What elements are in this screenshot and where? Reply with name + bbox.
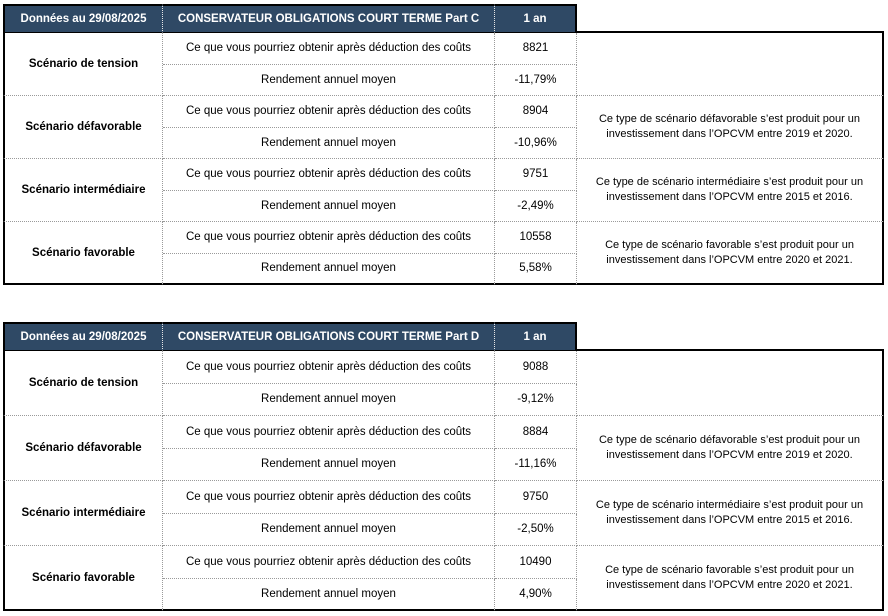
scenario-note-tension	[577, 351, 884, 416]
scenario-value: 8821	[495, 33, 577, 65]
row-label-return: Rendement annuel moyen	[163, 383, 495, 416]
scenario-note-tension	[577, 33, 884, 96]
header-fund-name: CONSERVATEUR OBLIGATIONS COURT TERME Par…	[163, 4, 495, 33]
row-label-value: Ce que vous pourriez obtenir après déduc…	[163, 416, 495, 449]
header-date: Données au 29/08/2025	[3, 322, 163, 351]
row-label-return: Rendement annuel moyen	[163, 190, 495, 222]
row-label-value: Ce que vous pourriez obtenir après déduc…	[163, 351, 495, 384]
scenario-return: -11,16%	[495, 448, 577, 481]
header-spacer	[577, 4, 884, 33]
row-label-return: Rendement annuel moyen	[163, 578, 495, 611]
scenario-note-favorable: Ce type de scénario favorable s’est prod…	[577, 222, 884, 285]
header-fund-name: CONSERVATEUR OBLIGATIONS COURT TERME Par…	[163, 322, 495, 351]
scenario-table-part-c: Données au 29/08/2025 CONSERVATEUR OBLIG…	[3, 4, 884, 285]
row-label-value: Ce que vous pourriez obtenir après déduc…	[163, 96, 495, 128]
scenario-note-defavorable: Ce type de scénario défavorable s’est pr…	[577, 96, 884, 159]
scenario-return: -2,50%	[495, 513, 577, 546]
row-label-return: Rendement annuel moyen	[163, 127, 495, 159]
row-label-value: Ce que vous pourriez obtenir après déduc…	[163, 33, 495, 65]
scenario-value: 10558	[495, 222, 577, 254]
header-date: Données au 29/08/2025	[3, 4, 163, 33]
scenario-note-favorable: Ce type de scénario favorable s’est prod…	[577, 546, 884, 611]
scenario-return: -10,96%	[495, 127, 577, 159]
scenario-value: 8904	[495, 96, 577, 128]
scenario-name-tension: Scénario de tension	[3, 33, 163, 96]
scenario-value: 8884	[495, 416, 577, 449]
scenario-note-intermediaire: Ce type de scénario intermédiaire s’est …	[577, 481, 884, 546]
scenario-return: -9,12%	[495, 383, 577, 416]
row-label-return: Rendement annuel moyen	[163, 448, 495, 481]
row-label-return: Rendement annuel moyen	[163, 513, 495, 546]
header-spacer	[577, 322, 884, 351]
row-label-value: Ce que vous pourriez obtenir après déduc…	[163, 481, 495, 514]
scenario-note-defavorable: Ce type de scénario défavorable s’est pr…	[577, 416, 884, 481]
scenario-return: 5,58%	[495, 253, 577, 285]
scenario-return: -11,79%	[495, 64, 577, 96]
scenario-name-defavorable: Scénario défavorable	[3, 96, 163, 159]
scenario-return: -2,49%	[495, 190, 577, 222]
header-period: 1 an	[495, 322, 577, 351]
scenario-value: 9750	[495, 481, 577, 514]
row-label-value: Ce que vous pourriez obtenir après déduc…	[163, 222, 495, 254]
scenario-name-defavorable: Scénario défavorable	[3, 416, 163, 481]
scenario-table-part-d: Données au 29/08/2025 CONSERVATEUR OBLIG…	[3, 322, 884, 611]
scenario-note-intermediaire: Ce type de scénario intermédiaire s’est …	[577, 159, 884, 222]
scenario-name-intermediaire: Scénario intermédiaire	[3, 481, 163, 546]
scenario-value: 10490	[495, 546, 577, 579]
scenario-name-tension: Scénario de tension	[3, 351, 163, 416]
row-label-value: Ce que vous pourriez obtenir après déduc…	[163, 159, 495, 191]
header-period: 1 an	[495, 4, 577, 33]
row-label-return: Rendement annuel moyen	[163, 64, 495, 96]
row-label-value: Ce que vous pourriez obtenir après déduc…	[163, 546, 495, 579]
scenario-name-favorable: Scénario favorable	[3, 546, 163, 611]
scenario-return: 4,90%	[495, 578, 577, 611]
scenario-name-intermediaire: Scénario intermédiaire	[3, 159, 163, 222]
scenario-value: 9088	[495, 351, 577, 384]
row-label-return: Rendement annuel moyen	[163, 253, 495, 285]
scenario-name-favorable: Scénario favorable	[3, 222, 163, 285]
scenario-value: 9751	[495, 159, 577, 191]
